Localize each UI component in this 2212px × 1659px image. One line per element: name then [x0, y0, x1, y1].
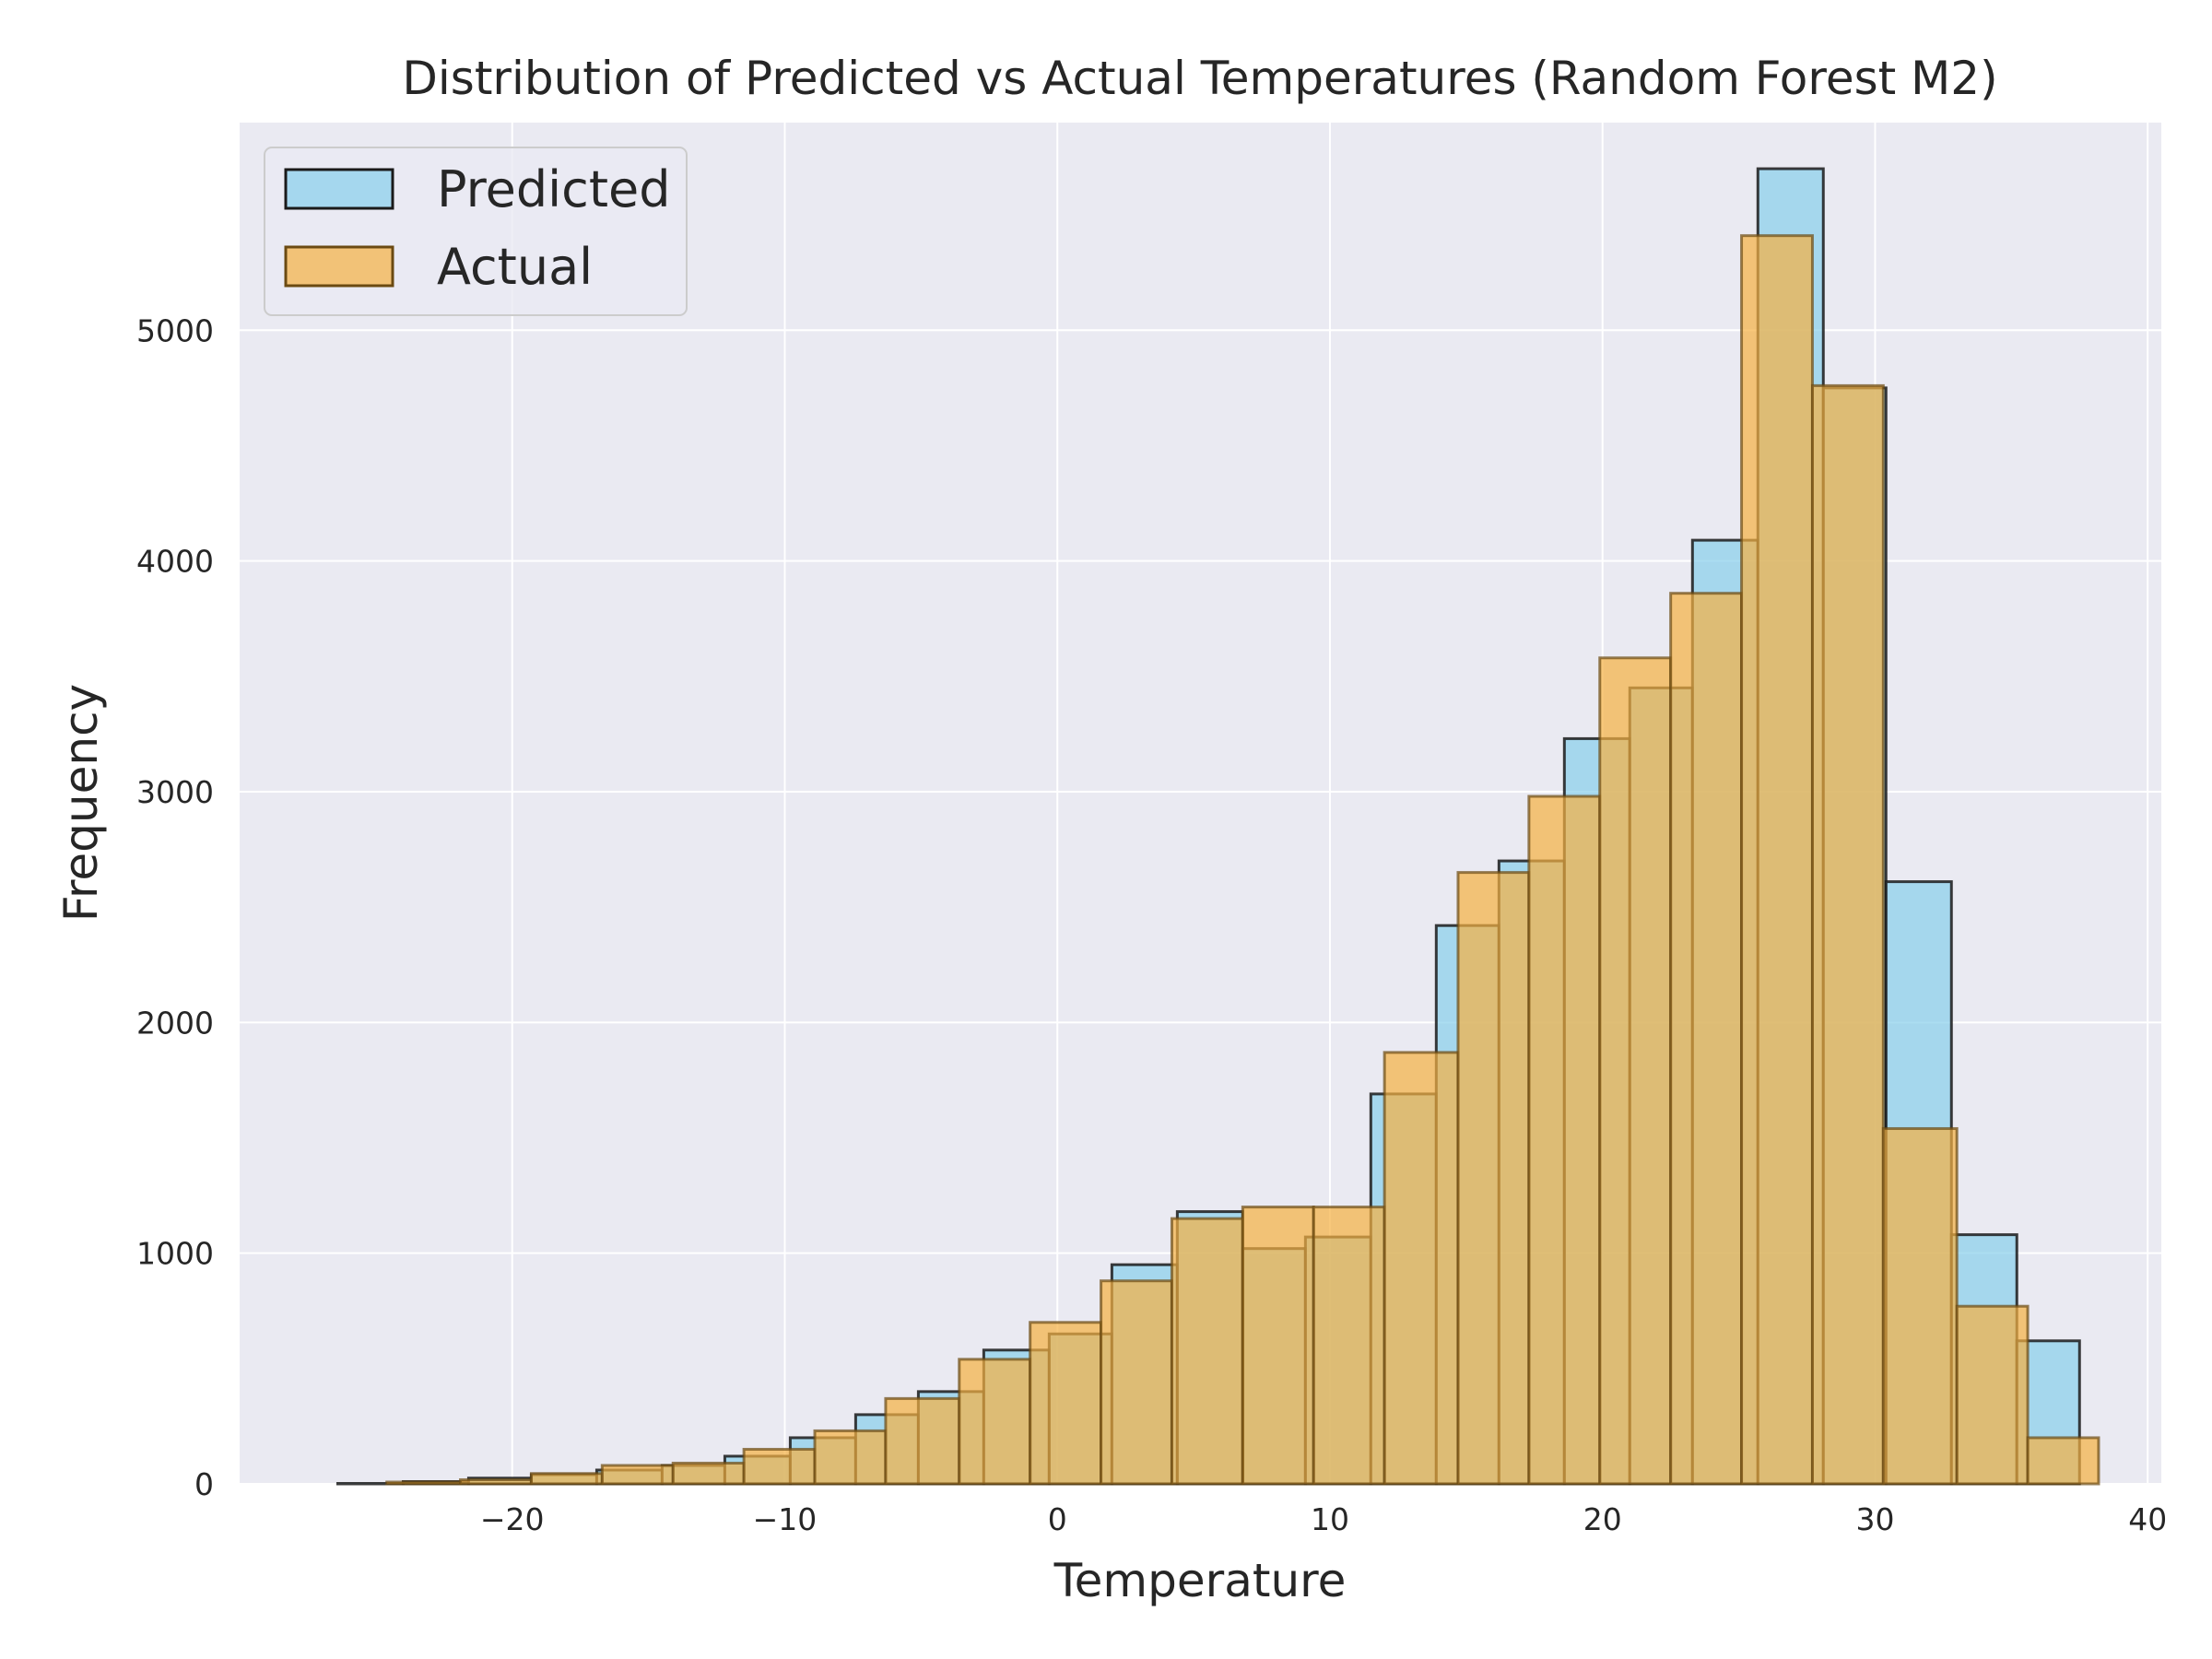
x-tick-label: −20 — [480, 1501, 545, 1537]
legend-label-actual: Actual — [437, 238, 593, 296]
bar-actual — [1598, 656, 1673, 1486]
legend-swatch-actual — [284, 245, 394, 288]
y-tick-label: 1000 — [136, 1236, 214, 1272]
bar-actual — [1170, 1217, 1244, 1486]
x-tick-label: −10 — [753, 1501, 818, 1537]
legend: Predicted Actual — [264, 147, 688, 316]
bars-layer — [335, 167, 2100, 1486]
bar-actual — [1740, 234, 1814, 1486]
y-tick-label: 4000 — [136, 544, 214, 580]
bar-actual — [385, 1480, 463, 1486]
bar-actual — [884, 1396, 961, 1486]
bar-actual — [1810, 383, 1885, 1486]
bar-actual — [1241, 1206, 1315, 1486]
bar-actual — [2026, 1436, 2100, 1486]
bar-actual — [1881, 1126, 1959, 1486]
legend-label-predicted: Predicted — [437, 160, 671, 218]
x-tick-label: 20 — [1583, 1501, 1622, 1537]
series-actual — [385, 234, 2100, 1486]
x-tick-label: 0 — [1048, 1501, 1067, 1537]
legend-swatch-predicted — [284, 168, 394, 210]
bar-actual — [1312, 1206, 1386, 1486]
bar-actual — [671, 1461, 746, 1486]
bar-actual — [459, 1477, 533, 1486]
x-axis-label: Temperature — [1053, 1554, 1347, 1607]
x-tick-label: 30 — [1855, 1501, 1894, 1537]
x-tick-label: 10 — [1311, 1501, 1349, 1537]
bar-actual — [742, 1447, 817, 1486]
chart-title: Distribution of Predicted vs Actual Temp… — [402, 52, 1997, 105]
y-tick-label: 2000 — [136, 1005, 214, 1041]
y-tick-label: 5000 — [136, 312, 214, 348]
bar-actual — [1456, 871, 1531, 1486]
bar-actual — [1669, 592, 1744, 1486]
bar-actual — [958, 1358, 1032, 1486]
tick-labels: −20 −10 0 10 20 30 40 0 1000 2000 3000 4000 5000 — [136, 312, 2167, 1537]
y-tick-label: 0 — [194, 1466, 214, 1502]
bar-actual — [1955, 1304, 2030, 1486]
bar-actual — [1527, 794, 1602, 1486]
y-axis-label: Frequency — [54, 684, 108, 922]
y-tick-label: 3000 — [136, 774, 214, 810]
x-tick-label: 40 — [2128, 1501, 2167, 1537]
bar-actual — [1029, 1321, 1103, 1486]
bar-actual — [813, 1429, 888, 1486]
bar-actual — [1100, 1279, 1173, 1486]
bar-actual — [529, 1472, 604, 1486]
bar-actual — [1382, 1051, 1460, 1486]
bar-actual — [600, 1464, 675, 1486]
